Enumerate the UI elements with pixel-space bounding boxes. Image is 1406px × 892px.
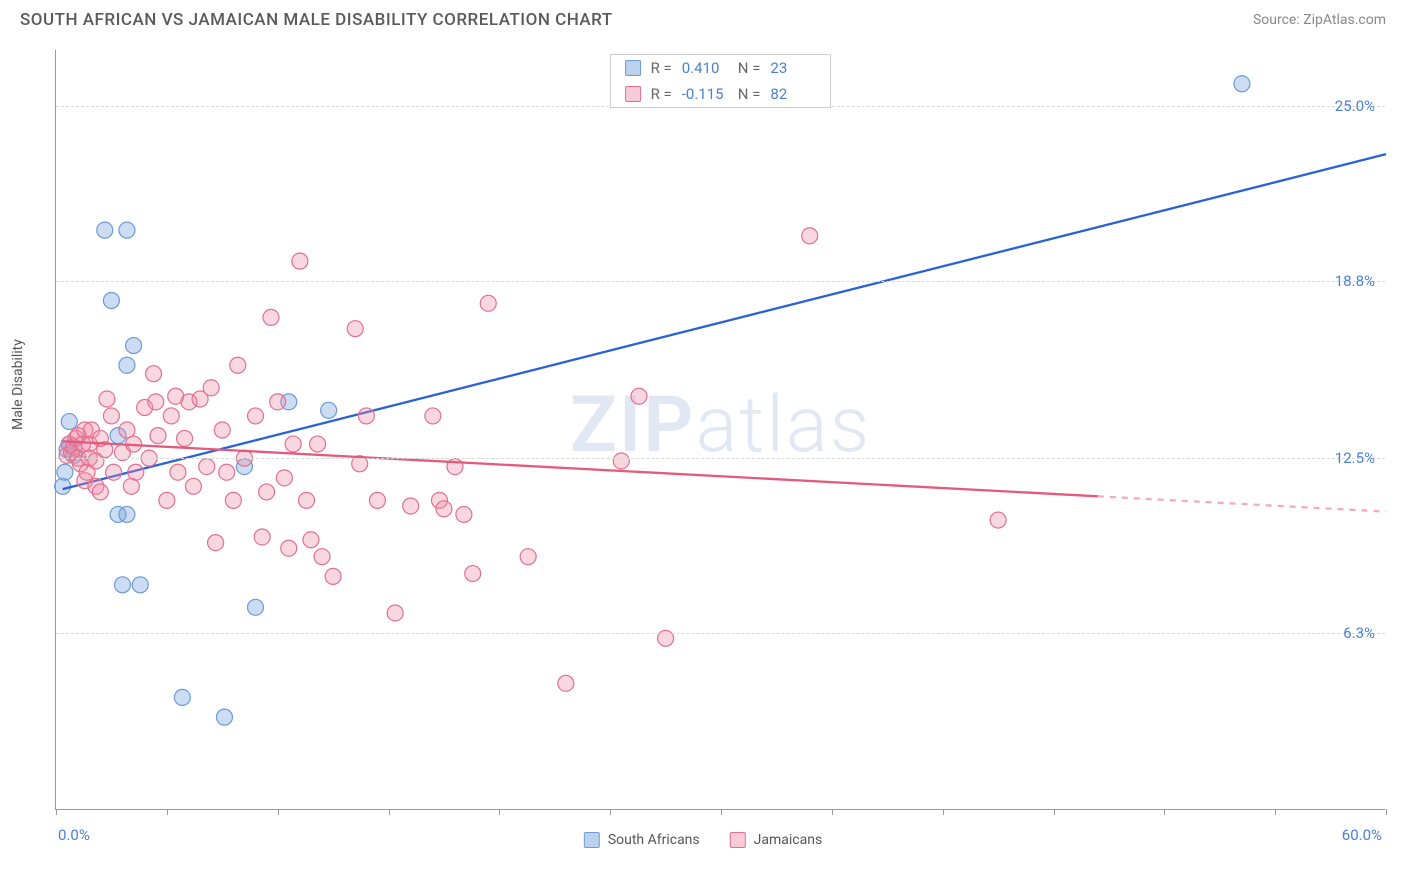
r-value: 0.410 — [682, 59, 728, 77]
y-tick-label: 18.8% — [1335, 272, 1375, 290]
legend-label: Jamaicans — [754, 832, 823, 848]
legend-label: South Africans — [608, 832, 700, 848]
x-axis-max-label: 60.0% — [1342, 826, 1382, 844]
n-value: 82 — [770, 85, 816, 103]
y-axis-label: Male Disability — [10, 339, 26, 430]
chart-title: SOUTH AFRICAN VS JAMAICAN MALE DISABILIT… — [20, 10, 613, 30]
n-label: N = — [738, 85, 761, 103]
source-label: Source: ZipAtlas.com — [1253, 12, 1386, 28]
chart-plot-area: ZIPatlas R = 0.410 N = 23 R = -0.115 N =… — [55, 50, 1385, 810]
y-tick-label: 25.0% — [1335, 97, 1375, 115]
n-label: N = — [738, 59, 761, 77]
r-value: -0.115 — [682, 85, 728, 103]
scatter-svg — [56, 50, 1385, 809]
r-label: R = — [651, 59, 672, 77]
legend-item: South Africans — [584, 832, 700, 848]
y-tick-label: 6.3% — [1343, 624, 1375, 642]
stats-row: R = -0.115 N = 82 — [611, 81, 831, 107]
swatch-icon — [625, 86, 641, 102]
series-legend: South Africans Jamaicans — [584, 832, 822, 848]
swatch-icon — [730, 832, 746, 848]
r-label: R = — [651, 85, 672, 103]
stats-row: R = 0.410 N = 23 — [611, 55, 831, 81]
x-axis-min-label: 0.0% — [58, 826, 90, 844]
swatch-icon — [584, 832, 600, 848]
y-tick-label: 12.5% — [1335, 449, 1375, 467]
stats-legend-box: R = 0.410 N = 23 R = -0.115 N = 82 — [610, 54, 832, 108]
legend-item: Jamaicans — [730, 832, 823, 848]
swatch-icon — [625, 60, 641, 76]
n-value: 23 — [770, 59, 816, 77]
